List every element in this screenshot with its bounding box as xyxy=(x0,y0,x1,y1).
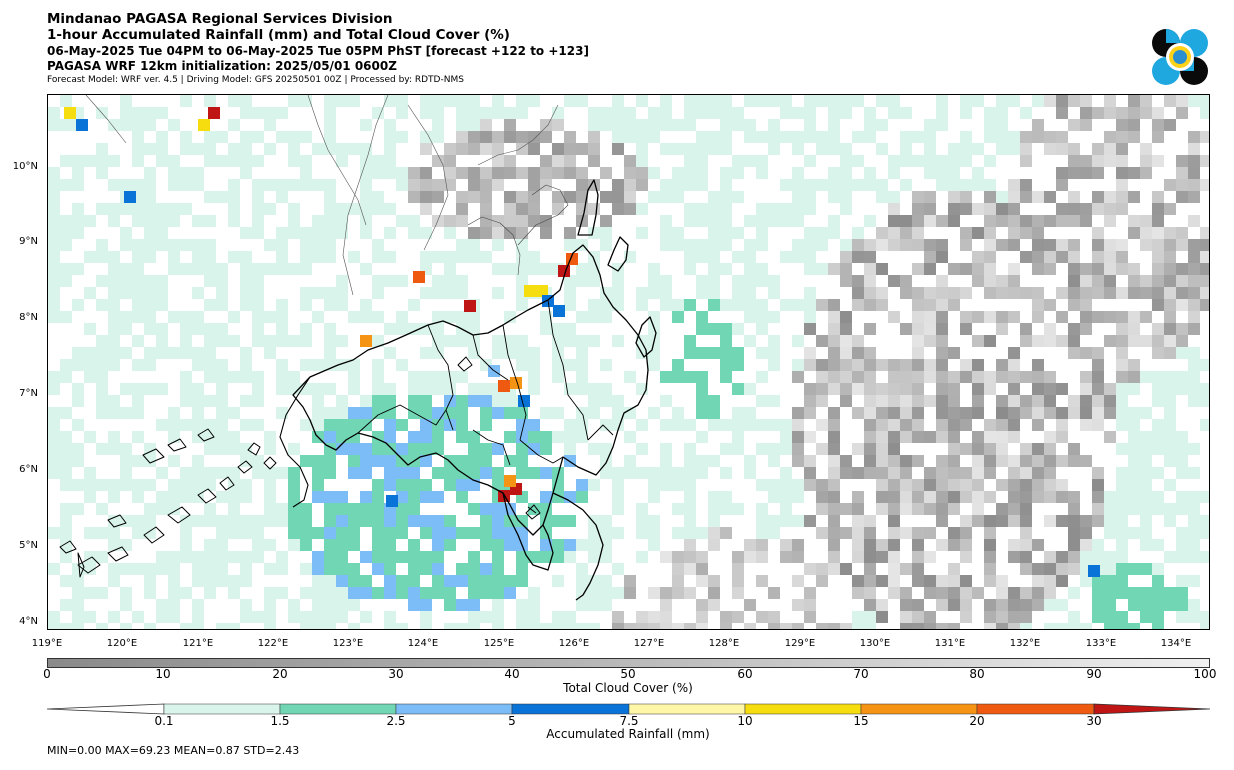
lat-label: 8°N xyxy=(19,312,38,323)
lat-label: 5°N xyxy=(19,540,38,551)
rain-tick-label: 0.1 xyxy=(154,714,174,728)
rain-tick-label: 5 xyxy=(508,714,516,728)
cloud-tick-label: 60 xyxy=(737,667,753,681)
map-title: Mindanao PAGASA Regional Services Divisi… xyxy=(47,11,393,27)
lon-label: 125°E xyxy=(483,638,515,649)
coastlines xyxy=(59,95,657,601)
statistics-text: MIN=0.00 MAX=69.23 MEAN=0.87 STD=2.43 xyxy=(47,744,300,757)
lon-label: 122°E xyxy=(257,638,289,649)
cloud-colorbar-title: Total Cloud Cover (%) xyxy=(563,681,693,695)
rain-tick-label: 15 xyxy=(853,714,869,728)
lat-label: 9°N xyxy=(19,236,38,247)
lon-label: 120°E xyxy=(106,638,138,649)
lat-label: 10°N xyxy=(12,161,38,172)
cloud-tick-label: 100 xyxy=(1193,667,1217,681)
rain-tick-label: 1.5 xyxy=(270,714,290,728)
lat-label: 6°N xyxy=(19,464,38,475)
lon-label: 124°E xyxy=(407,638,439,649)
lon-label: 128°E xyxy=(708,638,740,649)
cloud-tick-label: 30 xyxy=(388,667,404,681)
rain-tick-label: 30 xyxy=(1086,714,1102,728)
pagasa-logo xyxy=(1150,27,1210,87)
cloud-tick-label: 70 xyxy=(853,667,869,681)
cloud-tick-label: 50 xyxy=(620,667,636,681)
forecast-period: 06-May-2025 Tue 04PM to 06-May-2025 Tue … xyxy=(47,44,589,58)
cloud-tick-label: 90 xyxy=(1086,667,1102,681)
rainfall-map xyxy=(47,94,1210,630)
init-time: PAGASA WRF 12km initialization: 2025/05/… xyxy=(47,59,397,73)
lon-label: 119°E xyxy=(31,638,63,649)
rainfall-cloud-grid xyxy=(48,95,1209,629)
lon-label: 134°E xyxy=(1160,638,1192,649)
lon-label: 130°E xyxy=(859,638,891,649)
map-subtitle: 1-hour Accumulated Rainfall (mm) and Tot… xyxy=(47,27,510,43)
cloud-tick-label: 10 xyxy=(155,667,171,681)
rainfall-colorbar xyxy=(47,703,1210,715)
lon-label: 127°E xyxy=(633,638,665,649)
rain-tick-label: 7.5 xyxy=(619,714,639,728)
lon-label: 132°E xyxy=(1009,638,1041,649)
cloud-tick-label: 20 xyxy=(272,667,288,681)
lat-label: 4°N xyxy=(19,616,38,627)
rain-colorbar-title: Accumulated Rainfall (mm) xyxy=(546,727,710,741)
cloud-tick-label: 0 xyxy=(43,667,51,681)
lon-label: 131°E xyxy=(934,638,966,649)
model-info: Forecast Model: WRF ver. 4.5 | Driving M… xyxy=(47,75,464,85)
cloud-tick-label: 80 xyxy=(969,667,985,681)
lon-label: 121°E xyxy=(182,638,214,649)
rain-tick-label: 2.5 xyxy=(386,714,406,728)
cloud-tick-label: 40 xyxy=(504,667,520,681)
lon-label: 133°E xyxy=(1085,638,1117,649)
lon-label: 129°E xyxy=(784,638,816,649)
cloud-cover-colorbar xyxy=(47,658,1210,668)
rain-tick-label: 10 xyxy=(737,714,753,728)
lon-label: 126°E xyxy=(558,638,590,649)
lat-label: 7°N xyxy=(19,388,38,399)
rain-tick-label: 20 xyxy=(969,714,985,728)
lon-label: 123°E xyxy=(332,638,364,649)
